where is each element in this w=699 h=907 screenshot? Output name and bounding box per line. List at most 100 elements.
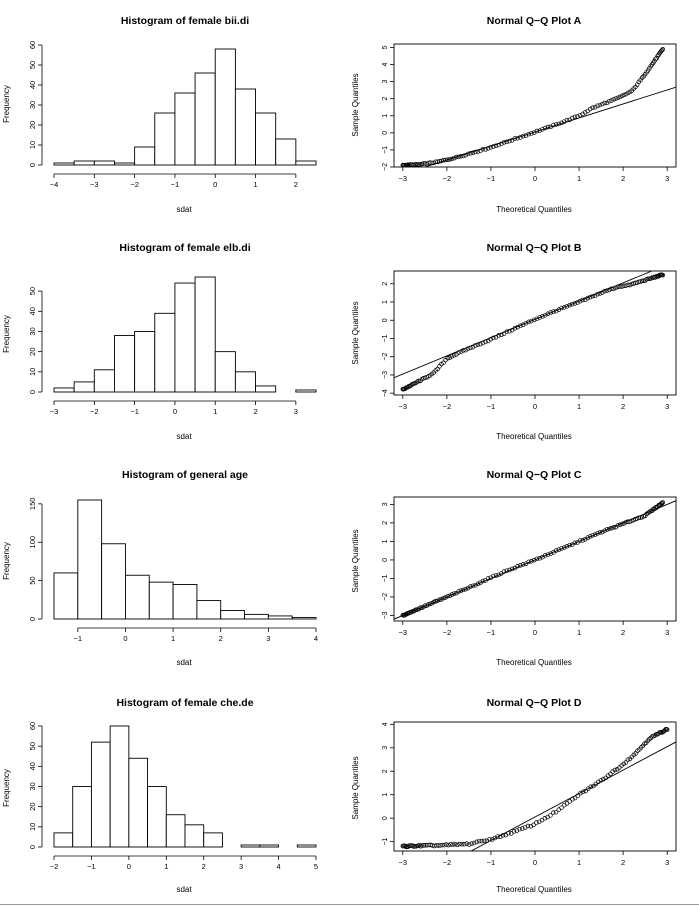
qq-sample-point [448,842,453,847]
qq-sample-point [465,346,471,351]
qq-sample-point [660,46,666,52]
x-tick-label: 2 [202,862,206,871]
qq-sample-point [531,822,536,828]
y-tick-label: 3 [382,80,389,84]
y-tick-label: 50 [28,576,37,584]
qq-sample-point [553,122,559,127]
qq-sample-point [501,569,507,574]
qq-sample-point [499,332,504,338]
histogram-bar [101,543,126,620]
x-tick-label: 0 [213,180,217,189]
qq-sample-point [468,151,473,156]
qq-sample-point [498,834,503,839]
y-tick-label: −2 [382,353,389,361]
x-tick-label: 3 [665,628,669,637]
x-tick-label: −2 [443,402,452,411]
y-tick-label: 20 [28,347,37,355]
qq-sample-point [602,528,607,533]
qq-sample-point [418,605,423,610]
y-tick-label: −1 [382,838,389,846]
qq-sample-point [619,93,625,98]
qq-sample-point [636,515,642,521]
histogram-bar [148,581,174,620]
qq-sample-point [452,841,458,847]
qq-sample-point [588,784,594,790]
chart-title: Normal Q−Q Plot A [487,15,582,27]
qq-sample-point [449,156,455,162]
qq-sample-point [553,548,559,553]
qq-sample-point [545,124,551,130]
qq-sample-point [466,842,472,847]
qq-sample-point [504,139,509,145]
y-tick-label: 0 [28,163,37,167]
histogram-bar [73,381,95,393]
qq-sample-point [600,290,605,295]
qq-sample-point [534,128,540,134]
qq-sample-point [405,384,411,390]
qq-sample-point [647,509,652,515]
y-tick-label: 50 [28,742,37,750]
y-tick-label: 2 [382,97,389,101]
qq-sample-point [553,809,559,815]
qq-sample-point [551,309,556,314]
y-tick-label: 0 [28,845,37,849]
qq-sample-point [653,56,658,62]
qq-sample-point [501,140,507,145]
x-axis-label: Theoretical Quantiles [496,432,572,441]
qq-sample-point [520,133,526,139]
qq-sample-point [465,151,471,157]
histogram-bar [234,371,256,393]
x-axis-label: sdat [176,432,192,441]
qq-sample-point [611,97,616,102]
x-tick-label: −3 [50,407,59,416]
qq-sample-point [534,556,540,562]
qq-sample-point [511,829,517,834]
qq-sample-point [461,348,466,353]
qq-sample-point [577,298,583,304]
x-tick-label: −1 [130,407,139,416]
qq-sample-point [457,841,462,847]
qq-sample-point [598,778,604,783]
qq-reference-line [470,741,676,851]
qq-sample-point [572,114,578,120]
qq-sample-point [615,523,621,528]
qq-sample-point [559,805,564,810]
qq-sample-point [517,826,522,832]
histogram-bar [114,335,136,393]
qq-sample-point [480,146,486,152]
qq-sample-point [540,314,545,319]
qq-sample-point [464,841,469,846]
histogram-bar [234,88,256,166]
y-tick-label: −2 [382,593,389,601]
x-tick-label: 3 [665,402,669,411]
histogram-bar [174,92,196,166]
qq-sample-point [501,331,507,337]
qq-sample-point [529,558,534,564]
x-tick-label: −1 [171,180,180,189]
histogram-bar [255,385,277,393]
qq-sample-point [423,842,428,848]
qq-sample-point [597,291,603,296]
y-tick-label: 2 [382,769,389,773]
qq-sample-point [443,157,448,163]
qq-sample-point [413,607,419,612]
x-tick-label: −3 [399,174,408,183]
qq-sample-point [447,355,453,360]
histogram-bar [240,844,261,848]
y-tick-label: 0 [28,390,37,394]
y-tick-label: 1 [382,114,389,118]
qq-sample-point [444,842,449,847]
y-tick-label: 2 [382,282,389,286]
histogram-bar [244,613,269,620]
qq-sample-point [500,833,506,838]
x-tick-label: 0 [123,634,127,643]
qq-sample-point [590,293,595,299]
qq-sample-point [595,291,600,297]
x-tick-label: −1 [487,858,496,867]
x-axis-label: sdat [176,885,192,894]
bottom-rule [0,904,699,905]
y-tick-label: 100 [28,536,37,549]
qq-panel-c: Normal Q−Q Plot C Theoretical Quantiles … [351,469,677,667]
y-tick-label: −3 [382,611,389,619]
y-tick-label: 2 [382,521,389,525]
